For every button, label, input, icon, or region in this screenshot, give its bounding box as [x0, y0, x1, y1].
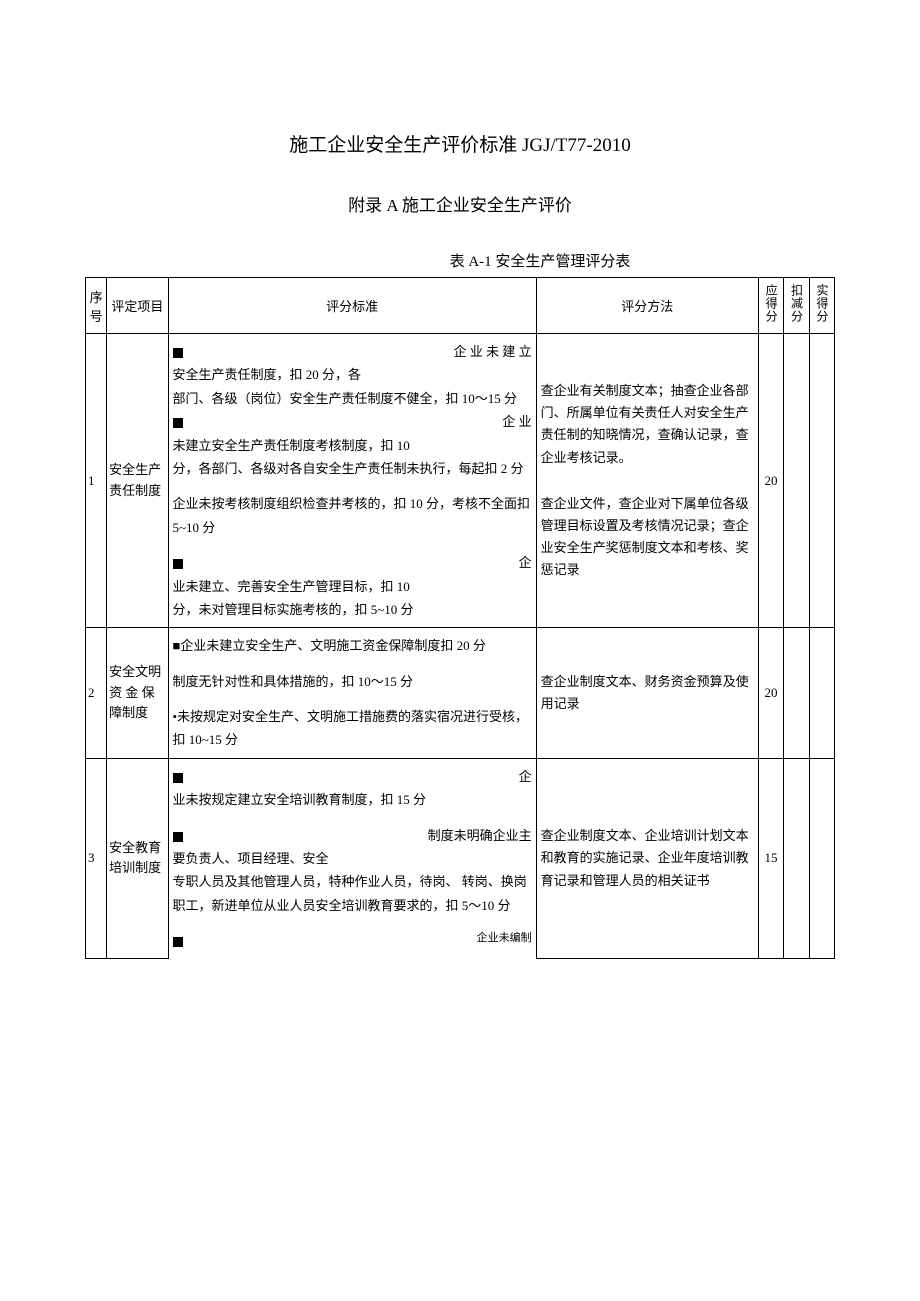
square-bullet-icon	[173, 937, 183, 947]
cell-item: 安全文明资 金 保 障制度	[107, 628, 168, 759]
header-deduct: 扣减分	[784, 278, 809, 334]
cell-item: 安全教育培训制度	[107, 758, 168, 958]
header-item: 评定项目	[107, 278, 168, 334]
table-caption: 表 A-1 安全生产管理评分表	[245, 250, 835, 271]
cell-std: 企 业未按规定建立安全培训教育制度，扣 15 分 制度未明确企业主 要负责人、项…	[168, 758, 536, 958]
table-row: 2 安全文明资 金 保 障制度 ■企业未建立安全生产、文明施工资金保障制度扣 2…	[86, 628, 835, 759]
cell-seq: 1	[86, 334, 107, 628]
header-std: 评分标准	[168, 278, 536, 334]
cell-actual	[809, 334, 834, 628]
document-page: 施工企业安全生产评价标准 JGJ/T77-2010 附录 A 施工企业安全生产评…	[0, 0, 920, 1059]
cell-method: 查企业制度文本、财务资金预算及使用记录	[536, 628, 758, 759]
table-row: 1 安全生产责任制度 企 业 未 建 立 安全生产责任制度，扣 20 分，各 部…	[86, 334, 835, 628]
document-subtitle: 附录 A 施工企业安全生产评价	[85, 191, 835, 216]
cell-deduct	[784, 758, 809, 958]
cell-method: 查企业有关制度文本；抽查企业各部门、所属单位有关责任人对安全生产责任制的知晓情况…	[536, 334, 758, 628]
cell-score: 15	[758, 758, 783, 958]
table-row: 3 安全教育培训制度 企 业未按规定建立安全培训教育制度，扣 15 分 制度未明…	[86, 758, 835, 958]
cell-std: 企 业 未 建 立 安全生产责任制度，扣 20 分，各 部门、各级（岗位）安全生…	[168, 334, 536, 628]
table-header-row: 序号 评定项目 评分标准 评分方法 应得分 扣减分 实得分	[86, 278, 835, 334]
header-method: 评分方法	[536, 278, 758, 334]
cell-std: ■企业未建立安全生产、文明施工资金保障制度扣 20 分 制度无针对性和具体措施的…	[168, 628, 536, 759]
document-title: 施工企业安全生产评价标准 JGJ/T77-2010	[85, 130, 835, 157]
cell-method: 查企业制度文本、企业培训计划文本和教育的实施记录、企业年度培训教育记录和管理人员…	[536, 758, 758, 958]
square-bullet-icon	[173, 348, 183, 358]
cell-deduct	[784, 334, 809, 628]
cell-seq: 2	[86, 628, 107, 759]
square-bullet-icon	[173, 559, 183, 569]
square-bullet-icon	[173, 832, 183, 842]
cell-seq: 3	[86, 758, 107, 958]
square-bullet-icon	[173, 418, 183, 428]
scoring-table: 序号 评定项目 评分标准 评分方法 应得分 扣减分 实得分 1 安全生产责任制度…	[85, 277, 835, 959]
cell-item: 安全生产责任制度	[107, 334, 168, 628]
cell-deduct	[784, 628, 809, 759]
cell-score: 20	[758, 334, 783, 628]
cell-actual	[809, 758, 834, 958]
cell-score: 20	[758, 628, 783, 759]
header-actual: 实得分	[809, 278, 834, 334]
cell-actual	[809, 628, 834, 759]
header-due: 应得分	[758, 278, 783, 334]
header-seq: 序号	[86, 278, 107, 334]
square-bullet-icon	[173, 773, 183, 783]
